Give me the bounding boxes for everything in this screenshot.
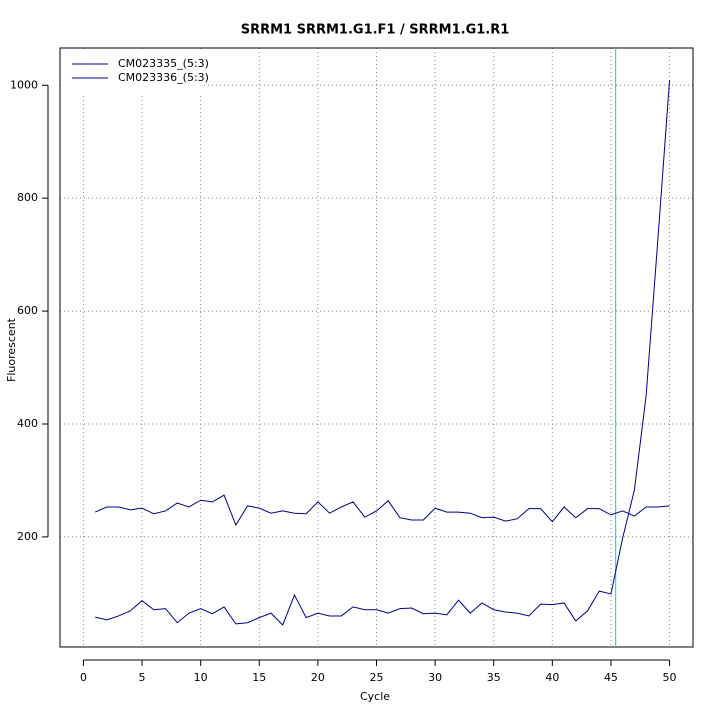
- x-tick-label: 10: [194, 671, 208, 684]
- x-tick-label: 15: [252, 671, 266, 684]
- x-tick-label: 50: [663, 671, 677, 684]
- series-line: [94, 494, 670, 527]
- y-tick-label: 1000: [10, 78, 38, 91]
- x-tick-label: 45: [604, 671, 618, 684]
- x-tick-label: 40: [545, 671, 559, 684]
- chart-title: SRRM1 SRRM1.G1.F1 / SRRM1.G1.R1: [241, 23, 510, 38]
- y-tick-label: 400: [17, 417, 38, 430]
- plot-frame: [59, 47, 694, 648]
- y-axis-label: Fluorescent: [5, 317, 18, 382]
- x-tick-label: 25: [370, 671, 384, 684]
- y-tick-label: 200: [17, 530, 38, 543]
- y-tick-label: 800: [17, 191, 38, 204]
- legend-box: [62, 50, 202, 96]
- x-axis-label: Cycle: [360, 690, 390, 703]
- x-tick-label: 5: [139, 671, 146, 684]
- y-tick-label: 600: [17, 304, 38, 317]
- x-tick-label: 20: [311, 671, 325, 684]
- legend-label: CM023335_(5:3): [118, 57, 209, 70]
- x-tick-label: 0: [80, 671, 87, 684]
- series-line: [95, 80, 671, 626]
- x-tick-label: 35: [487, 671, 501, 684]
- legend-label: CM023336_(5:3): [118, 71, 209, 84]
- x-tick-label: 30: [428, 671, 442, 684]
